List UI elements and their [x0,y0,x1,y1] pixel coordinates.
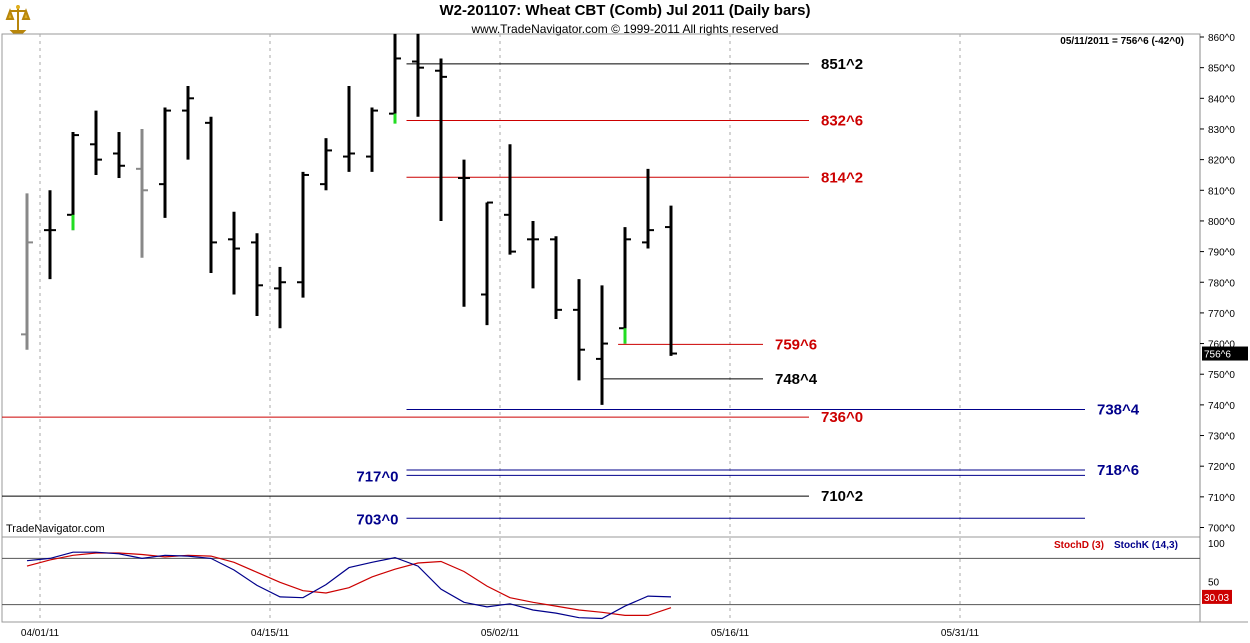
price-level-label: 759^6 [775,336,817,353]
price-tick-label: 860^0 [1208,33,1235,44]
stoch-series-line [26,551,672,620]
last-price-label: 756^6 [1204,350,1231,361]
date-tick-label: 04/15/11 [251,628,290,639]
watermark-text: TradeNavigator.com [6,523,105,535]
price-level-label: 738^4 [1097,401,1140,418]
price-tick-label: 740^0 [1208,401,1235,412]
price-level-label: 832^6 [821,113,863,130]
price-level-label: 718^6 [1097,462,1139,479]
price-level-label: 710^2 [821,488,863,505]
date-tick-label: 05/02/11 [481,628,520,639]
date-tick-label: 04/01/11 [21,628,60,639]
price-tick-label: 780^0 [1208,278,1235,289]
stoch-tick-label: 50 [1208,578,1220,589]
price-tick-label: 720^0 [1208,462,1235,473]
last-quote-readout: 05/11/2011 = 756^6 (-42^0) [1060,36,1184,47]
price-tick-label: 810^0 [1208,186,1235,197]
price-tick-label: 840^0 [1208,94,1235,105]
date-tick-label: 05/31/11 [941,628,980,639]
price-tick-label: 700^0 [1208,524,1235,535]
stoch-value-label: 30.03 [1204,593,1229,604]
chart-title: W2-201107: Wheat CBT (Comb) Jul 2011 (Da… [439,2,811,19]
price-tick-label: 790^0 [1208,248,1235,259]
price-tick-label: 750^0 [1208,370,1235,381]
copyright-text: www.TradeNavigator.com © 1999-2011 All r… [471,22,779,36]
price-tick-label: 820^0 [1208,156,1235,167]
price-level-label: 703^0 [356,511,398,528]
stoch-legend-k: StochK (14,3) [1114,540,1178,551]
stoch-tick-label: 100 [1208,539,1225,550]
price-level-label: 814^2 [821,169,863,186]
price-tick-label: 770^0 [1208,309,1235,320]
price-level-label: 736^0 [821,409,863,426]
price-tick-label: 800^0 [1208,217,1235,228]
price-tick-label: 850^0 [1208,64,1235,75]
last-price-box [1202,346,1248,361]
price-level-label: 748^4 [775,371,818,388]
stoch-legend-d: StochD (3) [1054,540,1104,551]
price-tick-label: 710^0 [1208,493,1235,504]
price-tick-label: 830^0 [1208,125,1235,136]
price-level-label: 851^2 [821,56,863,73]
price-tick-label: 730^0 [1208,432,1235,443]
trade-navigator-logo [4,3,32,35]
price-tick-label: 760^0 [1208,340,1235,351]
date-tick-label: 05/16/11 [711,628,750,639]
stoch-panel-frame [1,536,1201,623]
stoch-value-box [1202,589,1232,604]
price-level-label: 717^0 [356,468,398,485]
stoch-series-line [26,552,672,617]
